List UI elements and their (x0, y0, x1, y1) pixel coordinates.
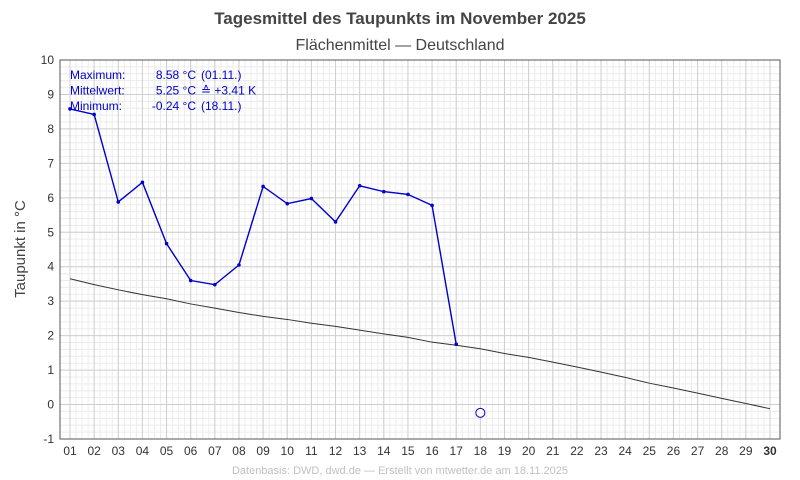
stats-extra: ≙ +3.41 K (201, 84, 256, 98)
reference-series (69, 278, 771, 410)
data-point (309, 196, 314, 201)
data-point (333, 220, 338, 224)
x-tick-label: 13 (353, 444, 367, 458)
y-tick-label: 4 (47, 260, 54, 274)
data-point (430, 203, 434, 208)
stats-value: -0.24 °C (152, 99, 196, 113)
x-tick-label: 27 (691, 444, 705, 458)
x-tick-label: 11 (305, 444, 318, 458)
x-tick-label: 18 (474, 444, 488, 458)
y-axis-label: Taupunkt in °C (12, 200, 29, 298)
x-tick-label: 23 (594, 444, 608, 458)
data-point (188, 278, 193, 283)
y-tick-label: 1 (47, 363, 54, 377)
x-tick-label: 01 (63, 444, 77, 458)
x-tick-label: 04 (136, 444, 150, 458)
footer-credit: Datenbasis: DWD, dwd.de — Erstellt von m… (232, 465, 568, 477)
stats-label: Minimum: (70, 99, 122, 113)
y-tick-label: 2 (47, 329, 54, 343)
data-series (68, 107, 486, 418)
stats-label: Mittelwert: (70, 84, 125, 98)
y-tick-label: 7 (47, 156, 54, 170)
y-tick-label: 9 (47, 87, 54, 101)
plot-frame (59, 59, 781, 440)
x-tick-label: 07 (208, 444, 222, 458)
chart-title: Tagesmittel des Taupunkts im November 20… (214, 9, 586, 28)
data-point (164, 241, 169, 246)
x-tick-label: 30 (763, 444, 777, 458)
data-point (116, 200, 121, 204)
x-tick-label: 16 (425, 444, 439, 458)
x-tick-label: 06 (184, 444, 198, 458)
x-tick-label: 10 (281, 444, 295, 458)
data-point (454, 342, 459, 347)
x-tick-label: 09 (256, 444, 270, 458)
y-tick-label: 5 (47, 225, 54, 239)
reference-line (69, 278, 771, 410)
y-tick-label: 0 (47, 398, 54, 412)
data-point (357, 183, 362, 188)
y-tick-label: 6 (47, 191, 54, 205)
data-point (237, 263, 241, 267)
data-point (140, 180, 145, 185)
x-tick-label: 24 (618, 444, 632, 458)
x-tick-label: 22 (570, 444, 584, 458)
chart-subtitle: Flächenmittel — Deutschland (296, 37, 505, 54)
data-point (213, 282, 217, 287)
x-tick-label: 03 (112, 444, 126, 458)
x-tick-label: 17 (450, 444, 464, 458)
y-tick-label: -1 (43, 432, 54, 446)
stats-box: Maximum: 8.58 °C (01.11.) Mittelwert: 5.25 °… (70, 68, 256, 113)
stats-extra: (18.11.) (201, 99, 241, 113)
stats-extra: (01.11.) (201, 68, 241, 82)
x-tick-label: 19 (498, 444, 512, 458)
y-tick-labels: -1 0 1 2 3 4 5 6 7 8 9 10 (41, 53, 55, 446)
data-point (261, 184, 265, 189)
y-tick-label: 3 (47, 294, 54, 308)
stats-value: 5.25 °C (156, 84, 196, 98)
x-tick-label: 21 (546, 444, 560, 458)
x-tick-label: 29 (739, 444, 753, 458)
y-tick-label: 8 (47, 122, 54, 136)
data-point (68, 107, 72, 111)
y-tick-label: 10 (41, 53, 55, 67)
x-tick-label: 26 (667, 444, 681, 458)
data-point (381, 189, 386, 194)
x-tick-label: 05 (160, 444, 174, 458)
x-tick-label: 28 (715, 444, 729, 458)
x-tick-label: 14 (377, 444, 391, 458)
x-tick-label: 20 (522, 444, 536, 458)
data-point (285, 201, 290, 206)
data-point (406, 192, 410, 197)
minimum-marker (475, 407, 486, 418)
x-tick-label: 08 (232, 444, 246, 458)
x-tick-label: 02 (87, 444, 101, 458)
stats-label: Maximum: (70, 68, 125, 82)
x-tick-label: 15 (401, 444, 415, 458)
grid (60, 59, 780, 440)
x-tick-label: 12 (329, 444, 343, 458)
x-tick-labels: 01 02 03 04 05 06 07 08 09 10 11 12 13 14 15 16 17 18 19 20… (63, 444, 777, 458)
data-point (92, 112, 96, 117)
stats-value: 8.58 °C (156, 68, 196, 82)
x-tick-label: 25 (643, 444, 657, 458)
